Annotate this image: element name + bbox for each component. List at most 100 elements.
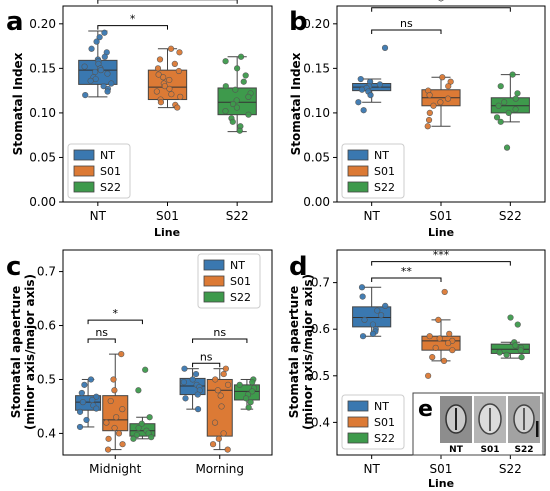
y-axis-label-line: Stomatal Index xyxy=(289,52,303,155)
data-point xyxy=(445,83,452,90)
data-point xyxy=(119,441,126,448)
y-tick-label: 0.5 xyxy=(37,372,56,386)
bracket-line xyxy=(371,29,442,35)
data-point xyxy=(130,435,137,442)
data-point xyxy=(245,111,252,118)
data-point xyxy=(224,446,231,453)
data-point xyxy=(89,396,96,404)
micrograph-s01 xyxy=(474,396,506,443)
data-point xyxy=(87,77,94,84)
legend-swatch-s22 xyxy=(347,181,369,193)
legend-label-s01: S01 xyxy=(374,165,395,178)
data-point xyxy=(425,116,433,124)
significance-bracket: ns xyxy=(192,350,221,368)
x-axis-label: Line xyxy=(428,226,454,239)
data-point xyxy=(214,387,221,394)
inset-label-nt: NT xyxy=(449,445,464,455)
x-tick-label: S01 xyxy=(156,209,179,223)
data-point xyxy=(426,91,433,99)
data-point xyxy=(192,370,200,378)
data-point xyxy=(108,80,115,87)
micrograph-s22 xyxy=(508,396,540,443)
y-tick-label: 0.05 xyxy=(29,150,56,164)
legend-label-s22: S22 xyxy=(100,181,121,194)
data-point xyxy=(111,387,118,394)
bracket-line xyxy=(371,7,511,12)
data-point xyxy=(157,99,165,106)
bracket-line xyxy=(97,0,238,4)
bracket-line xyxy=(87,338,116,344)
data-point xyxy=(430,102,437,109)
legend: NT S01 S22 xyxy=(197,253,261,309)
panel-b-chart: 0.00 0.05 0.10 0.15 0.20 Stomatal Index NT S01 S… xyxy=(289,0,546,239)
data-point xyxy=(432,344,439,351)
data-point xyxy=(81,381,88,388)
x-tick-label: S01 xyxy=(430,209,453,223)
x-tick-label: S22 xyxy=(499,209,522,223)
data-point xyxy=(222,365,229,372)
x-tick-label: S22 xyxy=(226,209,249,223)
data-point xyxy=(497,83,504,90)
data-point xyxy=(104,88,111,95)
y-axis-label: Stomatal apaerture(minor axis/major axis… xyxy=(287,274,315,430)
data-point xyxy=(92,68,99,76)
data-point xyxy=(107,397,114,405)
data-point xyxy=(374,307,381,314)
data-point xyxy=(194,391,201,398)
data-point xyxy=(92,75,99,83)
y-axis-label-line: (minor axis/major axis) xyxy=(23,274,37,430)
x-tick-label: Morning xyxy=(195,462,244,476)
data-point xyxy=(81,63,88,70)
data-point xyxy=(222,83,229,90)
data-point xyxy=(369,330,377,337)
data-point xyxy=(358,284,366,291)
x-tick-label: S01 xyxy=(430,462,453,476)
legend-swatch-s22 xyxy=(347,432,369,444)
legend-swatch-nt xyxy=(203,259,225,271)
data-point xyxy=(242,395,250,402)
legend-label-s22: S22 xyxy=(230,291,251,304)
data-point xyxy=(249,379,256,386)
y-tick-label: 0.00 xyxy=(29,195,56,209)
data-point xyxy=(358,86,366,93)
bracket-line xyxy=(371,277,442,282)
significance-label: ns xyxy=(95,326,108,339)
y-tick-label: 0.20 xyxy=(29,17,56,31)
data-point xyxy=(93,393,100,400)
data-point xyxy=(154,65,162,72)
legend-label-s22: S22 xyxy=(374,181,395,194)
significance-label: *** xyxy=(433,249,450,262)
panel-a-chart: 0.00 0.05 0.10 0.15 0.20 Stomatal Index NT S01 S… xyxy=(11,0,273,239)
data-point xyxy=(119,406,126,413)
legend-swatch-nt xyxy=(347,400,369,412)
data-point xyxy=(101,29,108,36)
significance-bracket: ** xyxy=(371,265,442,282)
data-point xyxy=(233,104,241,111)
data-point xyxy=(76,408,84,415)
y-tick-label: 0.6 xyxy=(37,319,56,333)
data-point xyxy=(174,104,181,111)
data-point xyxy=(138,420,145,427)
data-point xyxy=(247,399,254,406)
data-point xyxy=(249,388,256,395)
x-tick-label: NT xyxy=(364,209,381,223)
legend: NT S01 S22 xyxy=(341,143,405,199)
data-point xyxy=(160,74,167,81)
legend-label-nt: NT xyxy=(374,149,389,162)
data-point xyxy=(115,430,123,437)
data-point xyxy=(181,365,188,372)
significance-bracket: ns xyxy=(192,326,248,344)
data-point xyxy=(194,406,202,413)
data-point xyxy=(166,85,173,92)
data-point xyxy=(96,34,103,41)
data-point xyxy=(449,347,456,354)
data-point xyxy=(240,78,247,85)
data-point xyxy=(355,99,362,106)
legend: NT S01 S22 xyxy=(341,394,405,450)
data-point xyxy=(82,91,89,99)
y-tick-label: 0.05 xyxy=(303,150,330,164)
legend-swatch-nt xyxy=(347,149,369,161)
data-point xyxy=(435,316,442,323)
data-point xyxy=(382,302,389,310)
